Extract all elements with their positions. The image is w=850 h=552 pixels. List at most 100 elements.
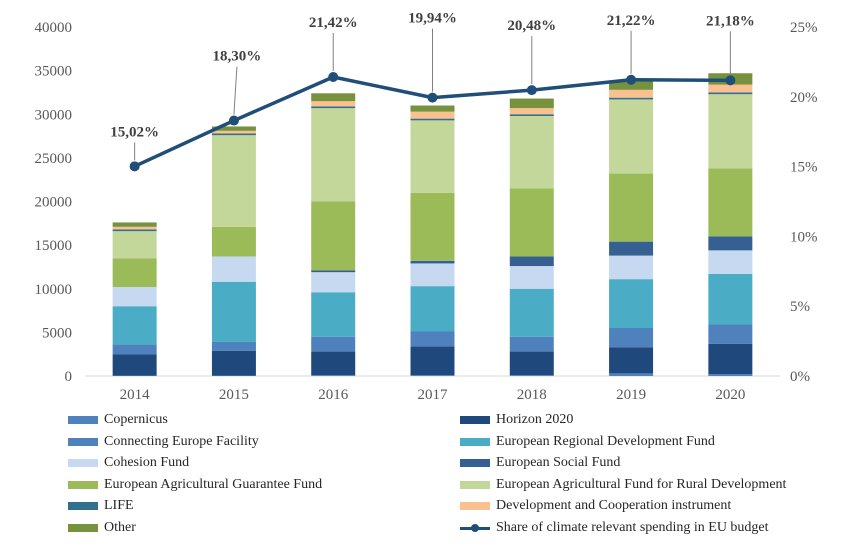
bar-segment (509, 108, 554, 115)
x-tick-label: 2019 (616, 387, 646, 403)
bar-segment (509, 256, 554, 267)
bar-segment (311, 336, 356, 352)
bar-segment (410, 192, 455, 261)
legend-label: Share of climate relevant spending in EU… (496, 520, 769, 535)
bar-segment (311, 375, 356, 376)
leader-line (233, 66, 238, 115)
legend-label: Connecting Europe Facility (104, 433, 259, 449)
legend-item: European Social Fund (460, 453, 620, 473)
legend-label: LIFE (104, 498, 134, 514)
y-axis-left: 0 5000 10000 15000 20000 25000 30000 35000 40000 (35, 20, 73, 385)
legend-item: Horizon 2020 (460, 410, 573, 430)
bar-segment (410, 120, 455, 193)
bar-segment (708, 168, 753, 237)
bar-segment (708, 84, 753, 93)
bar-segment (211, 341, 256, 351)
x-tick-label: 2017 (418, 387, 449, 403)
bar-segment (609, 99, 654, 174)
line-data-label: 21,22% (607, 13, 656, 29)
x-tick-label: 2016 (318, 387, 349, 403)
bar-segment (311, 93, 356, 102)
y-tick-label: 0 (65, 369, 73, 385)
bars (112, 73, 753, 376)
bar-segment (708, 324, 753, 344)
x-tick-label: 2020 (715, 387, 745, 403)
line-data-label: 21,18% (706, 13, 755, 29)
legend-item: Cohesion Fund (68, 453, 189, 473)
legend-item: European Agricultural Fund for Rural Dev… (460, 475, 786, 495)
x-tick-label: 2015 (219, 387, 249, 403)
y-tick-label: 40000 (35, 20, 73, 36)
legend-swatch (460, 437, 490, 446)
legend-line-swatch (460, 523, 490, 533)
legend-item: Connecting Europe Facility (68, 432, 259, 452)
bar-segment (509, 375, 554, 376)
bar-segment (112, 287, 157, 307)
line-point (626, 74, 637, 85)
bar-segment (708, 273, 753, 325)
legend-swatch (68, 437, 98, 446)
legend-swatch (68, 502, 98, 511)
bar-segment (311, 101, 356, 107)
legend-label: European Agricultural Guarantee Fund (104, 476, 323, 492)
line-point (129, 161, 140, 172)
bar-segment (609, 328, 654, 348)
bar-segment (410, 118, 455, 121)
bar-segment (211, 350, 256, 376)
bar-segment (708, 343, 753, 375)
legend-item: Copernicus (68, 410, 168, 430)
bar-segment (211, 130, 256, 134)
bar-segment (509, 266, 554, 289)
line-point (228, 115, 239, 126)
line-point (328, 71, 339, 82)
bar-segment (609, 89, 654, 98)
y2-tick-label: 5% (790, 299, 810, 315)
bar-segment (410, 111, 455, 119)
bar-segment (708, 236, 753, 251)
legend-swatch (68, 480, 98, 489)
y2-tick-label: 10% (790, 229, 818, 245)
legend-item: European Agricultural Guarantee Fund (68, 475, 322, 495)
line-series (129, 71, 736, 172)
y2-tick-label: 25% (790, 20, 818, 36)
line-point (427, 92, 438, 103)
bar-segment (410, 263, 455, 287)
y-tick-label: 20000 (35, 195, 73, 211)
legend-label: Other (104, 520, 136, 535)
line-point (526, 85, 537, 96)
bar-segment (410, 105, 455, 112)
bar-segment (211, 256, 256, 282)
line-data-label: 19,94% (408, 11, 457, 27)
legend-swatch (460, 480, 490, 489)
x-tick-label: 2018 (517, 387, 547, 403)
y-tick-label: 15000 (35, 238, 73, 254)
legend-label: European Social Fund (496, 455, 621, 471)
legend-swatch (68, 524, 98, 532)
legend-swatch (460, 502, 490, 511)
legend-item: LIFE (68, 496, 134, 516)
y-tick-label: 25000 (35, 151, 73, 167)
bar-segment (609, 173, 654, 242)
bar-segment (609, 347, 654, 374)
y-tick-label: 10000 (35, 282, 73, 298)
bar-segment (112, 344, 157, 355)
bar-segment (311, 272, 356, 293)
bar-segment (311, 292, 356, 337)
line-data-label: 21,42% (309, 15, 358, 31)
data-labels: 15,02% 18,30% 21,42% 19,94% 20,48% 21,22% 21,1… (110, 11, 755, 161)
bar-segment (708, 250, 753, 274)
bar-segment (211, 281, 256, 342)
bar-segment (708, 92, 753, 95)
legend-item: European Regional Development Fund (460, 432, 715, 452)
y2-tick-label: 20% (790, 90, 818, 106)
line-point (725, 75, 736, 86)
bar-segment (112, 306, 157, 345)
line-data-label: 18,30% (213, 49, 262, 65)
bar-segment (410, 346, 455, 376)
bar-segment (211, 135, 256, 227)
x-tick-label: 2014 (120, 387, 151, 403)
bar-segment (509, 98, 554, 109)
legend-item: Share of climate relevant spending in EU… (460, 518, 769, 538)
bar-segment (609, 373, 654, 376)
